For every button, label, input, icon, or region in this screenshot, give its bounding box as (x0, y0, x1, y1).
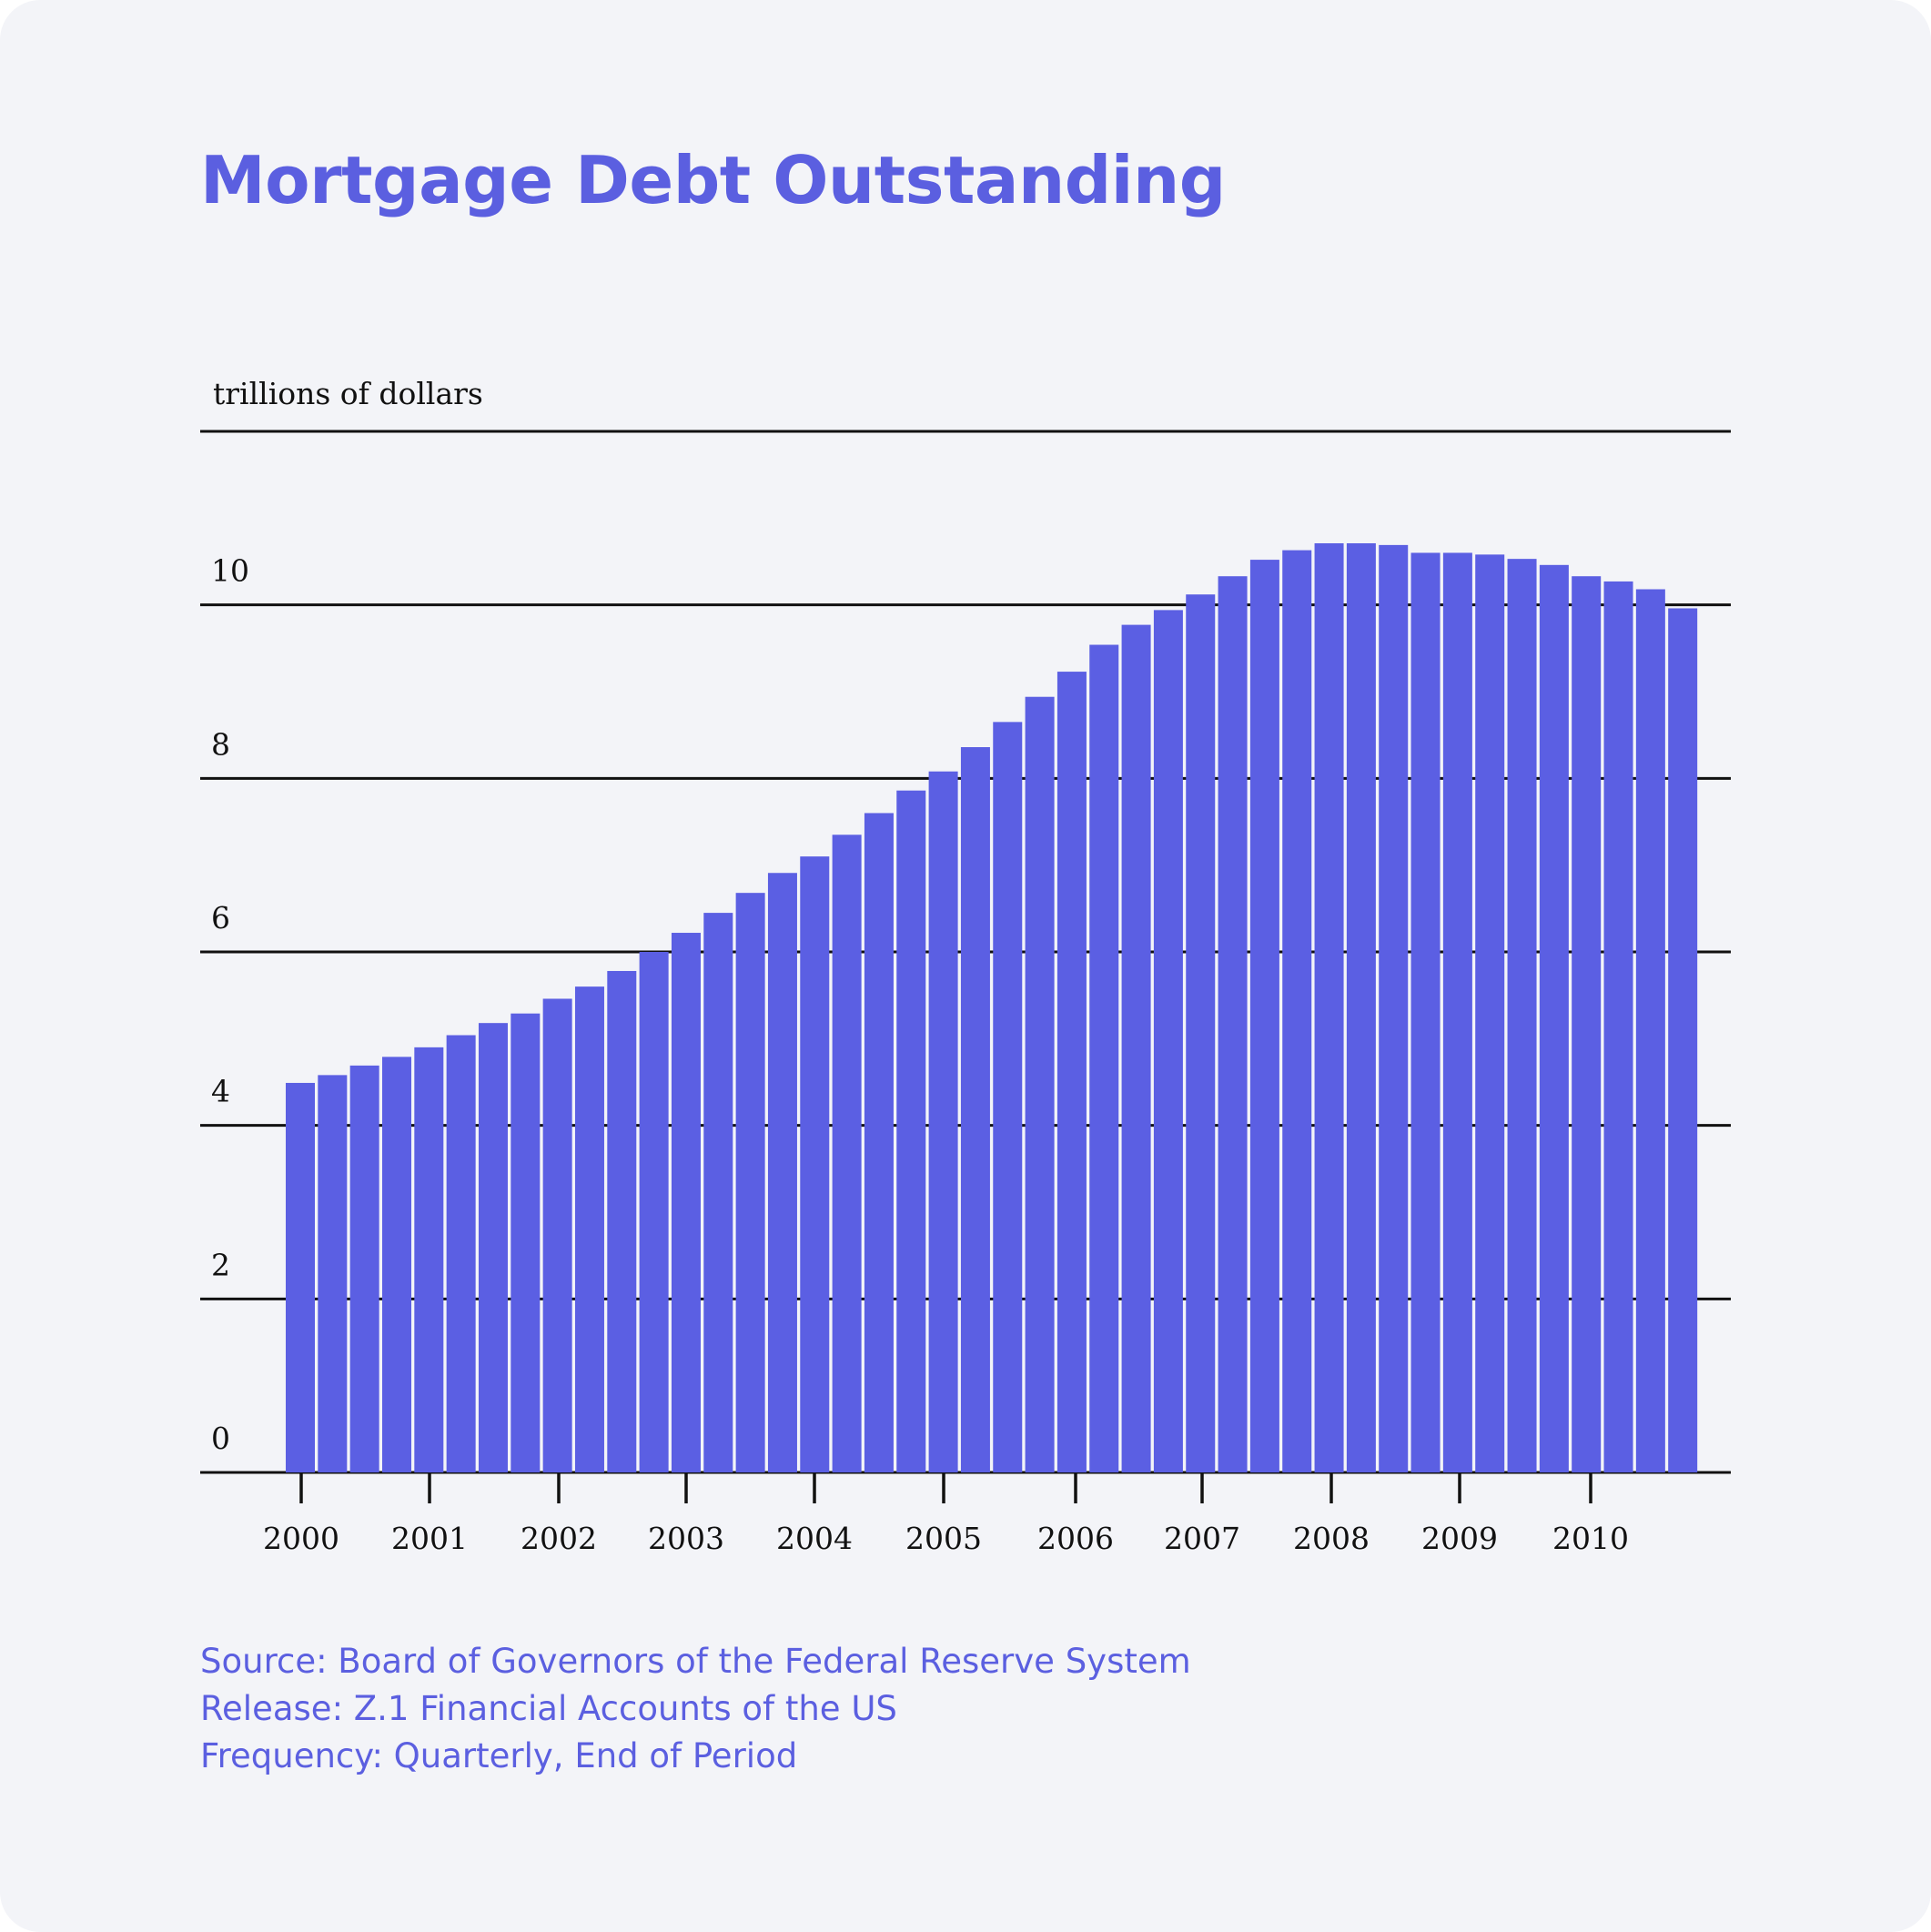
bar (960, 747, 990, 1472)
bar (1249, 560, 1279, 1472)
bar (574, 986, 604, 1472)
bar (446, 1035, 476, 1472)
x-tick-label-2005: 2005 (905, 1521, 982, 1556)
y-tick-label-0: 0 (211, 1421, 230, 1456)
bar-chart: trillions of dollars 0 2 4 6 8 10 2000 2001 2002 2… (200, 376, 1731, 1556)
bar (1507, 559, 1537, 1472)
bar (928, 771, 958, 1472)
y-tick-label-6: 6 (211, 900, 230, 936)
bar (1089, 644, 1119, 1472)
x-tick-label-2006: 2006 (1037, 1521, 1114, 1556)
bar (349, 1065, 379, 1472)
bar (1572, 576, 1602, 1472)
y-tick-label-10: 10 (211, 553, 249, 589)
bar (703, 913, 733, 1472)
bar (511, 1013, 541, 1472)
chart-notes: Source: Board of Governors of the Federa… (200, 1638, 1191, 1780)
bar (800, 856, 830, 1472)
bar (1121, 624, 1151, 1472)
chart-title: Mortgage Debt Outstanding (200, 142, 1226, 218)
bar (1379, 544, 1409, 1472)
source-note: Source: Board of Governors of the Federa… (200, 1642, 1191, 1681)
bar (1218, 576, 1248, 1472)
bar (1282, 550, 1312, 1472)
bar (1539, 564, 1569, 1472)
bar (864, 813, 894, 1472)
bar (832, 835, 862, 1472)
bar (478, 1023, 508, 1472)
bar (993, 722, 1023, 1472)
x-tick-label-2010: 2010 (1552, 1521, 1629, 1556)
y-tick-label-2: 2 (211, 1247, 230, 1282)
frequency-note: Frequency: Quarterly, End of Period (200, 1736, 798, 1775)
bar (542, 998, 572, 1472)
release-note: Release: Z.1 Financial Accounts of the U… (200, 1689, 897, 1728)
bar (639, 952, 669, 1472)
bar (735, 893, 765, 1472)
bar (1442, 552, 1472, 1472)
y-tick-label-8: 8 (211, 726, 230, 762)
bar (1153, 610, 1183, 1472)
bar (1603, 581, 1633, 1472)
bar (1475, 554, 1505, 1472)
y-axis-label: trillions of dollars (213, 376, 483, 411)
x-tick-label-2003: 2003 (648, 1521, 724, 1556)
bar (1056, 672, 1087, 1472)
bar (1025, 696, 1055, 1472)
bar (1410, 552, 1441, 1472)
bar (1668, 608, 1698, 1472)
x-tick-label-2000: 2000 (263, 1521, 339, 1556)
x-tick-label-2004: 2004 (776, 1521, 853, 1556)
x-tick-label-2007: 2007 (1164, 1521, 1240, 1556)
x-tick-label-2009: 2009 (1421, 1521, 1498, 1556)
bar (767, 873, 797, 1472)
bar (286, 1082, 315, 1472)
bar (318, 1075, 348, 1472)
x-tick-label-2001: 2001 (391, 1521, 468, 1556)
bar (414, 1047, 444, 1472)
bar (1314, 542, 1344, 1472)
bar (671, 933, 701, 1472)
x-tick-label-2002: 2002 (521, 1521, 597, 1556)
bar (896, 790, 926, 1472)
bar (607, 970, 637, 1472)
bar (1186, 594, 1216, 1472)
bar (1346, 542, 1376, 1472)
x-tick-label-2008: 2008 (1293, 1521, 1370, 1556)
bar (1635, 589, 1665, 1472)
y-tick-label-4: 4 (211, 1074, 230, 1109)
bar (381, 1057, 411, 1472)
